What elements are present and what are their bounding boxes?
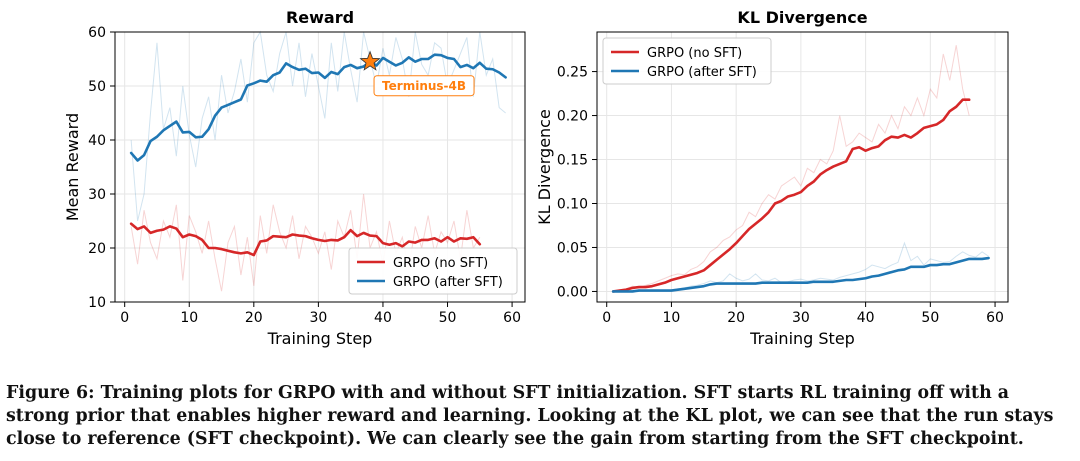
y-axis-label: Mean Reward — [63, 113, 82, 221]
series-line — [611, 256, 990, 293]
y-tick-label: 0.10 — [557, 196, 588, 212]
legend-label: GRPO (no SFT) — [393, 256, 488, 271]
y-tick-label: 0.00 — [557, 284, 588, 300]
legend-label: GRPO (after SFT) — [393, 275, 503, 290]
legend-box — [602, 37, 772, 85]
y-tick-label: 30 — [88, 187, 106, 203]
x-tick-label: 60 — [986, 310, 1004, 326]
plot-frame — [114, 31, 526, 303]
annotation-box — [373, 75, 475, 97]
chart-title: Reward — [286, 8, 354, 27]
x-tick-label: 40 — [857, 310, 875, 326]
chart-kl-divergence: 0 10 20 30 40 50 60 0.00 0.05 0.10 0.15 0.20 0.25 KL … — [535, 8, 1009, 348]
x-tick-label: 60 — [503, 310, 521, 326]
x-tick-label: 50 — [439, 310, 457, 326]
x-tick-label: 20 — [727, 310, 745, 326]
figure: 0 10 20 30 40 50 60 10 20 30 40 50 60 Reward Training … — [63, 8, 1009, 348]
x-tick-label: 30 — [792, 310, 810, 326]
x-axis-label: Training Step — [267, 329, 373, 348]
legend-label: GRPO (no SFT) — [647, 46, 742, 61]
legend-label: GRPO (after SFT) — [647, 65, 757, 80]
legend-box — [348, 247, 518, 295]
figure-caption: Figure 6: Training plots for GRPO with a… — [6, 383, 1054, 449]
x-tick-label: 10 — [180, 310, 198, 326]
star-marker — [359, 50, 381, 71]
series-grpo-after-sft — [129, 30, 507, 222]
x-tick-label: 20 — [245, 310, 263, 326]
y-tick-label: 20 — [88, 241, 106, 257]
y-tick-label: 40 — [88, 133, 106, 149]
y-tick-label: 0.15 — [557, 153, 588, 169]
x-axis-label: Training Step — [749, 329, 855, 348]
chart-reward: 0 10 20 30 40 50 60 10 20 30 40 50 60 Reward Training … — [63, 8, 526, 348]
plot-frame — [596, 31, 1009, 303]
y-tick-label: 0.05 — [557, 240, 588, 256]
x-tick-label: 40 — [374, 310, 392, 326]
y-tick-label: 0.20 — [557, 109, 588, 125]
x-tick-label: 30 — [309, 310, 327, 326]
x-tick-label: 0 — [120, 310, 129, 326]
series-grpo-no-sft — [611, 45, 971, 293]
legend: GRPO (no SFT) GRPO (after SFT) — [348, 247, 518, 295]
y-axis-label: KL Divergence — [535, 109, 554, 225]
x-tick-label: 0 — [602, 310, 611, 326]
series-raw-line — [613, 45, 970, 292]
y-tick-label: 10 — [88, 295, 106, 311]
x-tick-label: 10 — [663, 310, 681, 326]
series-line — [611, 98, 971, 293]
x-tick-label: 50 — [921, 310, 939, 326]
y-tick-label: 0.25 — [557, 65, 588, 81]
series-grpo-after-sft — [611, 241, 990, 293]
annotation-label: Terminus-4B — [382, 79, 466, 93]
series-line — [129, 222, 482, 257]
y-tick-label: 50 — [88, 79, 106, 95]
y-tick-label: 60 — [88, 25, 106, 41]
series-raw-line — [130, 30, 506, 222]
chart-title: KL Divergence — [737, 8, 867, 27]
series-line — [129, 53, 507, 162]
legend: GRPO (no SFT) GRPO (after SFT) — [602, 37, 772, 85]
